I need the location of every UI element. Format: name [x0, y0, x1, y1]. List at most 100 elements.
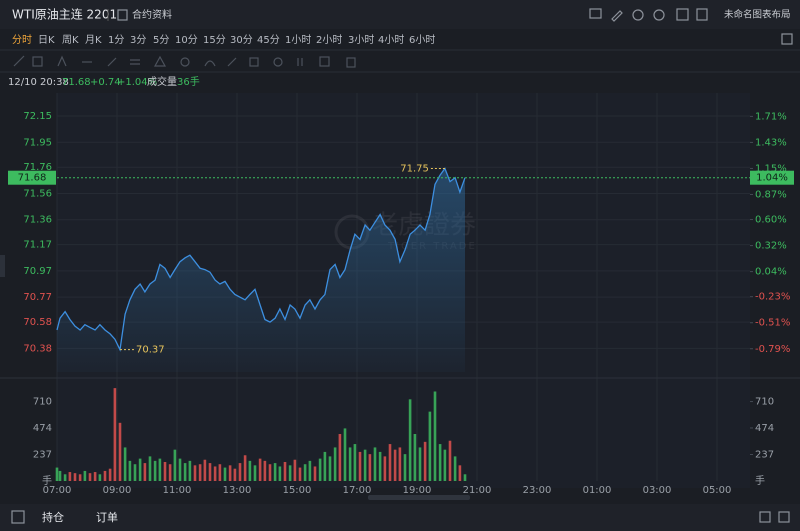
timeframe-button[interactable]: 日K — [38, 35, 55, 46]
volume-bar — [293, 459, 297, 481]
volume-tick-label: 710 — [755, 397, 774, 408]
timeframe-button[interactable]: 45分 — [257, 34, 280, 46]
volume-bar — [388, 444, 392, 481]
quote-change-pct: +1.04% — [117, 77, 157, 88]
volume-bar — [183, 463, 187, 481]
timeframe-button[interactable]: 分时 — [12, 34, 32, 46]
volume-bar — [378, 451, 382, 481]
quote-change: +0.74 — [90, 77, 121, 88]
timeframe-button[interactable]: 周K — [62, 34, 79, 46]
volume-bar — [353, 444, 357, 481]
volume-bar — [55, 467, 59, 481]
volume-bar — [153, 460, 157, 481]
layout-name[interactable]: 未命名图表布局 — [724, 9, 791, 21]
volume-bar — [448, 440, 452, 481]
volume-bar — [203, 459, 207, 481]
volume-bar — [223, 467, 227, 481]
volume-bar — [268, 464, 272, 481]
volume-bar — [363, 449, 367, 481]
volume-unit: 手 — [42, 474, 52, 487]
volume-bar — [443, 449, 447, 481]
bottom-tab[interactable]: 订单 — [96, 511, 118, 524]
scrollbar[interactable] — [368, 495, 470, 500]
y-tick-label: 70.97 — [23, 266, 52, 277]
timeframe-button[interactable]: 3分 — [130, 34, 146, 46]
y-tick-label: 71.76 — [23, 162, 52, 173]
volume-bar — [323, 451, 327, 481]
volume-bar — [453, 456, 457, 481]
y2-tick-label: 1.43% — [755, 137, 787, 148]
volume-bar — [438, 444, 442, 481]
volume-bar — [258, 458, 262, 481]
high-label: 71.75 — [400, 164, 429, 175]
last-price-label: 71.68 — [18, 173, 47, 184]
volume-bar — [178, 458, 182, 481]
timeframe-button[interactable]: 15分 — [203, 34, 226, 46]
timeframe-button[interactable]: 5分 — [153, 34, 169, 46]
volume-bar — [233, 468, 237, 481]
volume-bar — [103, 470, 107, 481]
volume-bar — [158, 458, 162, 481]
timeframe-bar: 分时 日K 周K 月K 1分 3分 5分 10分 15分 30分 45分 1小时 2小时 3小时 4小时 6小… — [12, 34, 435, 46]
volume-bar — [333, 447, 337, 481]
volume-bar — [118, 422, 122, 481]
x-tick-label: 03:00 — [643, 485, 672, 496]
timeframe-button[interactable]: 2小时 — [316, 34, 342, 46]
x-tick-label: 15:00 — [283, 485, 312, 496]
y2-tick-label: 0.32% — [755, 241, 787, 252]
volume-bar — [328, 456, 332, 481]
bottom-tab[interactable]: 持仓 — [42, 510, 64, 524]
volume-tick-label: 237 — [33, 449, 52, 460]
y2-tick-label: 0.87% — [755, 189, 787, 200]
volume-bar — [98, 474, 102, 481]
volume-bar — [138, 458, 142, 481]
quote-price: 71.68 — [62, 77, 91, 88]
volume-bar — [188, 460, 192, 481]
info-link[interactable]: 合约资料 — [132, 8, 172, 21]
volume-bar — [368, 454, 372, 481]
volume-bar — [303, 464, 307, 481]
volume-bar — [168, 464, 172, 481]
timeframe-button[interactable]: 月K — [85, 34, 102, 46]
window-icon[interactable] — [778, 511, 790, 523]
side-tab[interactable] — [0, 255, 5, 277]
y2-tick-label: -0.79% — [755, 344, 790, 355]
timeframe-button[interactable]: 1小时 — [285, 34, 311, 46]
y2-tick-label: 1.15% — [755, 163, 787, 174]
y-tick-label: 70.58 — [23, 317, 52, 328]
fullscreen-icon[interactable] — [781, 33, 793, 45]
doc-icon — [117, 9, 128, 21]
volume-bar — [108, 468, 112, 481]
y-tick-label: 71.17 — [23, 240, 52, 251]
volume-bar — [408, 399, 412, 481]
volume-bar — [278, 466, 282, 481]
volume-bar — [148, 456, 152, 481]
volume-bar — [123, 447, 127, 481]
volume-bar — [343, 428, 347, 481]
price-line — [56, 167, 466, 352]
timeframe-button[interactable]: 3小时 — [348, 34, 374, 46]
volume-bar — [308, 460, 312, 481]
toggle-icon[interactable] — [11, 510, 25, 524]
volume-bar — [128, 460, 132, 481]
timeframe-button[interactable]: 10分 — [175, 34, 198, 46]
volume-bar — [423, 441, 427, 481]
volume-bar — [68, 472, 72, 481]
timeframe-button[interactable]: 4小时 — [378, 34, 404, 46]
volume-bar — [393, 449, 397, 481]
top-bar — [0, 0, 800, 29]
volume-bar — [208, 463, 212, 481]
y-tick-label: 70.38 — [23, 343, 52, 354]
window-icon[interactable] — [759, 511, 771, 523]
timeframe-button[interactable]: 30分 — [230, 34, 253, 46]
y-tick-label: 71.36 — [23, 215, 52, 226]
volume-tick-label: 710 — [33, 397, 52, 408]
y-tick-label: 71.95 — [23, 137, 52, 148]
volume-bar — [373, 447, 377, 481]
volume-bar — [413, 434, 417, 481]
volume-bar — [218, 464, 222, 481]
volume-bar — [283, 461, 287, 481]
timeframe-button[interactable]: 6小时 — [409, 34, 435, 46]
timeframe-button[interactable]: 1分 — [108, 34, 124, 46]
volume-bar — [78, 474, 82, 481]
